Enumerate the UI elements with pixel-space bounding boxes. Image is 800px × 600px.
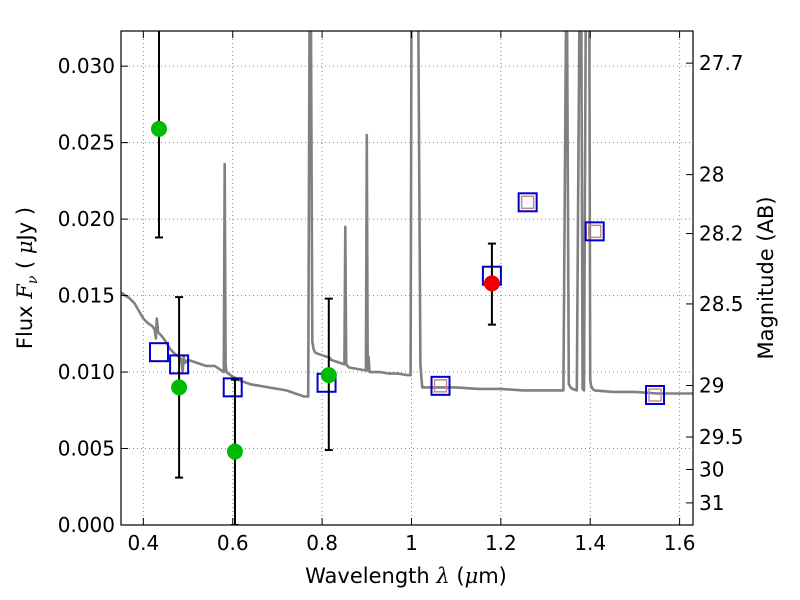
detection-point: [320, 367, 337, 384]
y-tick-label: 0.005: [58, 437, 115, 461]
model-inner-square: [433, 379, 448, 393]
x-tick-label: 1.2: [485, 531, 517, 555]
y-tick-label: 0.025: [58, 131, 115, 155]
model-square: [645, 385, 666, 405]
x-tick-label: 1.6: [664, 531, 696, 555]
y-tick-label: 0.030: [58, 54, 115, 78]
plot-area: [121, 31, 693, 525]
x-tick-label: 0.8: [306, 531, 338, 555]
x-axis-label: Wavelength λ (μm): [305, 564, 507, 588]
y-tick-label: 0.000: [58, 513, 115, 537]
model-square: [430, 375, 451, 396]
y2-tick-label: 29: [699, 374, 724, 398]
model-square: [148, 342, 169, 363]
x-tick-label: 0.6: [217, 531, 249, 555]
x-tick-label: 0.4: [127, 531, 159, 555]
model-inner-square: [648, 388, 662, 402]
plot-frame: [120, 30, 694, 526]
model-square: [584, 221, 605, 242]
model-inner-square: [587, 224, 602, 239]
x-tick-label: 1.4: [574, 531, 606, 555]
y2-tick-label: 30: [699, 457, 724, 481]
y2-axis-label: Magnitude (AB): [754, 196, 778, 359]
detection-point: [171, 379, 188, 396]
y2-tick-label: 31: [699, 491, 724, 515]
y-axis-label: Flux Fν ( μJy ): [13, 207, 41, 349]
y-tick-label: 0.015: [58, 284, 115, 308]
detection-point: [226, 443, 243, 460]
spectrum-line: [121, 31, 693, 398]
y2-tick-label: 28: [699, 163, 724, 187]
detection-point: [150, 120, 167, 137]
y2-tick-label: 28.2: [699, 222, 744, 246]
y-tick-label: 0.010: [58, 360, 115, 384]
y2-tick-label: 27.7: [699, 51, 744, 75]
y2-tick-label: 29.5: [699, 425, 744, 449]
x-tick-label: 1: [405, 531, 418, 555]
y-tick-label: 0.020: [58, 207, 115, 231]
model-inner-square: [520, 195, 535, 210]
model-square: [222, 377, 243, 398]
highlight-point: [483, 275, 500, 292]
y2-tick-label: 28.5: [699, 292, 744, 316]
axis-ticks: 0.4 0.6 0.8 1 1.2 1.4 1.6 0.000 0.005 0.010 0.015 0…: [58, 31, 744, 555]
model-square: [517, 192, 538, 213]
